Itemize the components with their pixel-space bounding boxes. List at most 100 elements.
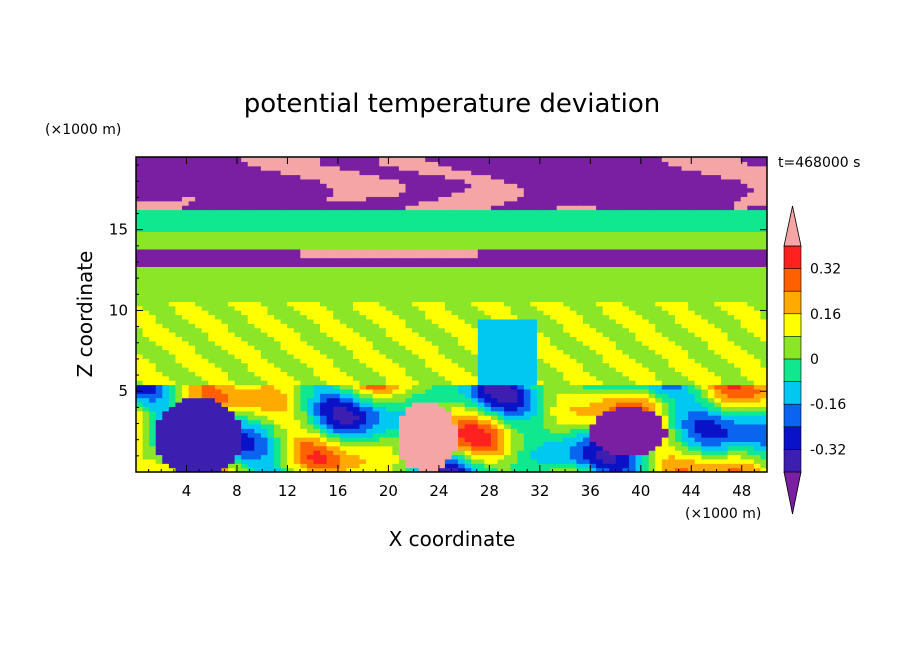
field-cell	[228, 310, 236, 316]
field-cell	[701, 257, 709, 263]
field-cell	[655, 467, 663, 472]
field-cell	[398, 323, 407, 329]
field-cell	[681, 371, 689, 377]
field-cell	[760, 275, 767, 281]
field-cell	[168, 406, 177, 412]
field-cell	[300, 244, 308, 250]
field-cell	[504, 445, 512, 451]
field-cell	[727, 458, 735, 464]
field-cell	[602, 270, 610, 276]
field-cell	[293, 406, 301, 412]
field-cell	[530, 406, 538, 412]
field-cell	[563, 292, 571, 298]
field-cell	[484, 437, 492, 442]
field-cell	[339, 349, 347, 355]
field-cell	[596, 336, 604, 342]
field-cell	[681, 384, 689, 390]
field-cell	[760, 445, 767, 451]
field-cell	[221, 406, 229, 412]
field-cell	[306, 397, 315, 403]
field-cell	[431, 323, 439, 329]
field-cell	[451, 419, 459, 425]
field-cell	[320, 423, 328, 429]
field-cell	[300, 419, 308, 425]
field-cell	[734, 314, 742, 320]
field-cell	[477, 327, 485, 333]
field-cell	[412, 323, 420, 329]
field-cell	[274, 388, 282, 394]
field-cell	[306, 441, 315, 447]
field-cell	[339, 314, 347, 320]
field-cell	[674, 410, 683, 416]
field-cell	[188, 445, 196, 451]
field-cell	[221, 305, 229, 311]
field-cell	[556, 353, 564, 359]
field-cell	[760, 397, 767, 403]
field-cell	[425, 358, 433, 364]
field-cell	[661, 441, 669, 447]
field-cell	[438, 463, 446, 469]
field-cell	[260, 402, 269, 407]
field-cell	[464, 463, 472, 469]
field-cell	[254, 450, 262, 456]
field-cell	[576, 362, 584, 368]
field-cell	[398, 336, 407, 342]
field-cell	[668, 450, 676, 456]
field-cell	[247, 275, 255, 281]
field-cell	[280, 419, 288, 425]
field-cell	[162, 336, 170, 342]
field-cell	[530, 467, 538, 472]
field-cell	[425, 380, 433, 386]
field-cell	[589, 332, 597, 337]
field-cell	[359, 367, 367, 372]
field-cell	[720, 380, 729, 386]
field-cell	[175, 266, 183, 272]
field-cell	[458, 358, 466, 364]
field-cell	[188, 332, 196, 337]
field-cell	[720, 257, 729, 263]
field-cell	[188, 327, 196, 333]
field-cell	[438, 301, 446, 307]
field-cell	[444, 288, 453, 294]
field-cell	[681, 406, 689, 412]
field-cell	[241, 253, 249, 259]
field-cell	[339, 362, 347, 368]
field-cell	[254, 345, 262, 351]
field-cell	[267, 402, 275, 407]
field-cell	[688, 441, 696, 447]
field-cell	[260, 297, 269, 302]
field-cell	[254, 467, 262, 472]
field-cell	[300, 345, 308, 351]
field-cell	[464, 279, 472, 285]
field-cell	[510, 463, 518, 469]
field-cell	[753, 437, 762, 442]
field-cell	[609, 349, 617, 355]
field-cell	[596, 371, 604, 377]
field-cell	[707, 310, 716, 316]
field-cell	[274, 358, 282, 364]
field-cell	[727, 388, 735, 394]
field-cell	[267, 301, 275, 307]
field-cell	[576, 371, 584, 377]
field-cell	[175, 292, 183, 298]
field-cell	[536, 279, 545, 285]
field-cell	[214, 340, 223, 346]
field-cell	[720, 270, 729, 276]
field-cell	[372, 292, 380, 298]
field-cell	[142, 410, 150, 416]
field-cell	[510, 270, 518, 276]
field-cell	[195, 318, 203, 324]
field-cell	[182, 402, 190, 407]
field-cell	[306, 358, 315, 364]
field-cell	[648, 441, 656, 447]
field-cell	[451, 415, 459, 421]
field-cell	[425, 402, 433, 407]
field-cell	[168, 397, 177, 403]
field-cell	[372, 458, 380, 464]
field-cell	[714, 314, 722, 320]
field-cell	[339, 450, 347, 456]
field-cell	[438, 454, 446, 460]
field-cell	[576, 367, 584, 372]
field-cell	[655, 288, 663, 294]
field-cell	[149, 292, 157, 298]
